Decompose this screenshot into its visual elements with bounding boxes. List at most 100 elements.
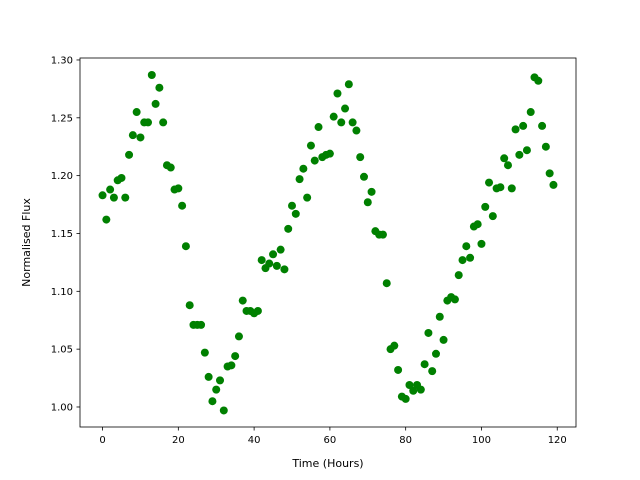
point [458,256,467,265]
point [534,76,543,85]
x-tick-label: 0 [99,435,105,446]
point [181,242,190,251]
point [234,332,243,341]
point [155,83,164,92]
point [121,193,130,202]
point [174,184,183,193]
point [295,175,304,184]
point [519,121,528,130]
point [473,220,482,229]
point [109,193,118,202]
point [272,261,281,270]
point [227,361,236,370]
point [507,184,516,193]
point [538,121,547,130]
point [341,104,350,113]
y-tick-label: 1.30 [51,55,73,66]
point [416,385,425,394]
point [541,142,550,151]
point [352,126,361,135]
y-tick-label: 1.00 [51,402,73,413]
y-tick-label: 1.20 [51,171,73,182]
point [265,259,274,268]
x-tick-label: 20 [172,435,185,446]
x-tick-label: 120 [548,435,567,446]
point [132,108,141,117]
point [117,173,126,182]
point [197,320,206,329]
point [348,118,357,127]
point [511,125,520,134]
point [151,99,160,108]
plot-frame [79,57,577,428]
point [390,341,399,350]
point [477,239,486,248]
point [333,89,342,98]
point [454,271,463,280]
point [367,187,376,196]
point [303,193,312,202]
point [435,312,444,321]
y-tick-label: 1.10 [51,287,73,298]
point [356,153,365,162]
point [545,169,554,178]
point [253,306,262,315]
point [496,183,505,192]
point [424,328,433,337]
x-tick-label: 80 [399,435,412,446]
point [344,80,353,89]
point [284,224,293,233]
point [549,180,558,189]
point [337,118,346,127]
point [401,394,410,403]
point [450,295,459,304]
point [216,376,225,385]
point [299,164,308,173]
point [288,201,297,210]
point [378,230,387,239]
point [257,256,266,265]
x-tick-label: 100 [472,435,491,446]
point [291,209,300,218]
point [462,242,471,251]
y-tick-label: 1.25 [51,113,73,124]
point [526,108,535,117]
point [144,118,153,127]
point [200,348,209,357]
point [212,385,221,394]
point [503,161,512,170]
point [314,123,323,132]
x-axis-label: Time (Hours) [291,457,363,470]
point [219,406,228,415]
point [208,397,217,406]
point [136,133,145,142]
point [166,163,175,172]
point [325,149,334,158]
point [231,352,240,361]
point [147,71,156,80]
point [178,201,187,210]
y-tick-label: 1.15 [51,229,73,240]
point [394,365,403,374]
point [159,118,168,127]
point [329,112,338,121]
point [128,131,137,140]
point [106,185,115,194]
point [238,296,247,305]
x-tick-label: 40 [248,435,261,446]
point [428,367,437,376]
point [431,349,440,358]
point [481,202,490,211]
point [382,279,391,288]
point [515,150,524,159]
point [98,191,107,200]
point [500,154,509,163]
point [522,146,531,155]
point [306,141,315,150]
y-axis-label: Normalised Flux [20,198,33,287]
point [269,250,278,259]
point [488,212,497,221]
y-tick-label: 1.05 [51,345,73,356]
